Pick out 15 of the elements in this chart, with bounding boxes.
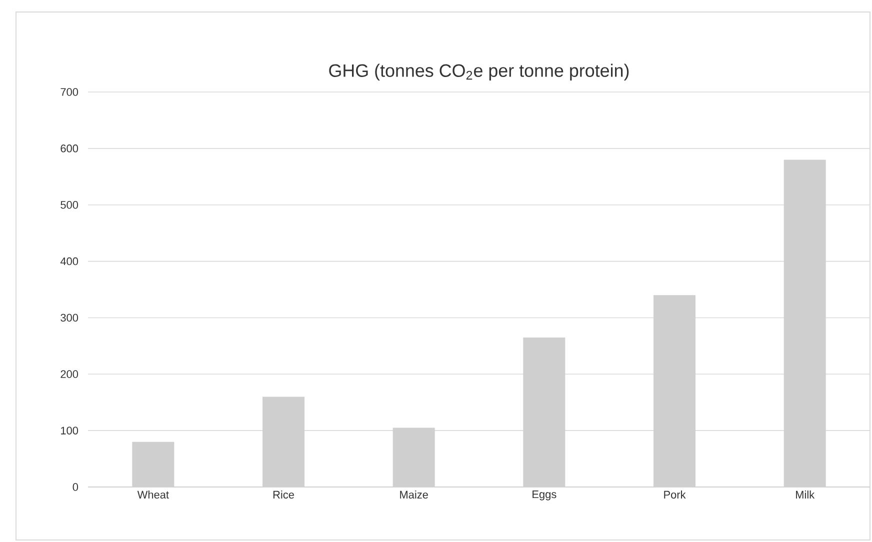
x-tick-label: Rice xyxy=(273,490,294,499)
x-tick-label: Eggs xyxy=(532,490,556,500)
y-tick-label: 600 xyxy=(60,144,78,152)
y-tick-label: 0 xyxy=(72,483,78,491)
chart-title: GHG (tonnes CO$_{2}$e per tonne protein) xyxy=(329,64,629,81)
y-tick-label: 500 xyxy=(60,200,78,209)
x-tick-label: Maize xyxy=(400,490,428,499)
y-tick-label: 700 xyxy=(60,88,78,96)
x-tick-label: Pork xyxy=(664,490,686,499)
y-tick-label: 100 xyxy=(61,426,78,434)
x-tick-label: Wheat xyxy=(137,490,169,499)
y-tick-label: 300 xyxy=(60,314,78,322)
y-tick-label: 200 xyxy=(60,370,78,378)
x-tick-label: Milk xyxy=(796,490,815,498)
y-tick-label: 400 xyxy=(60,257,78,266)
